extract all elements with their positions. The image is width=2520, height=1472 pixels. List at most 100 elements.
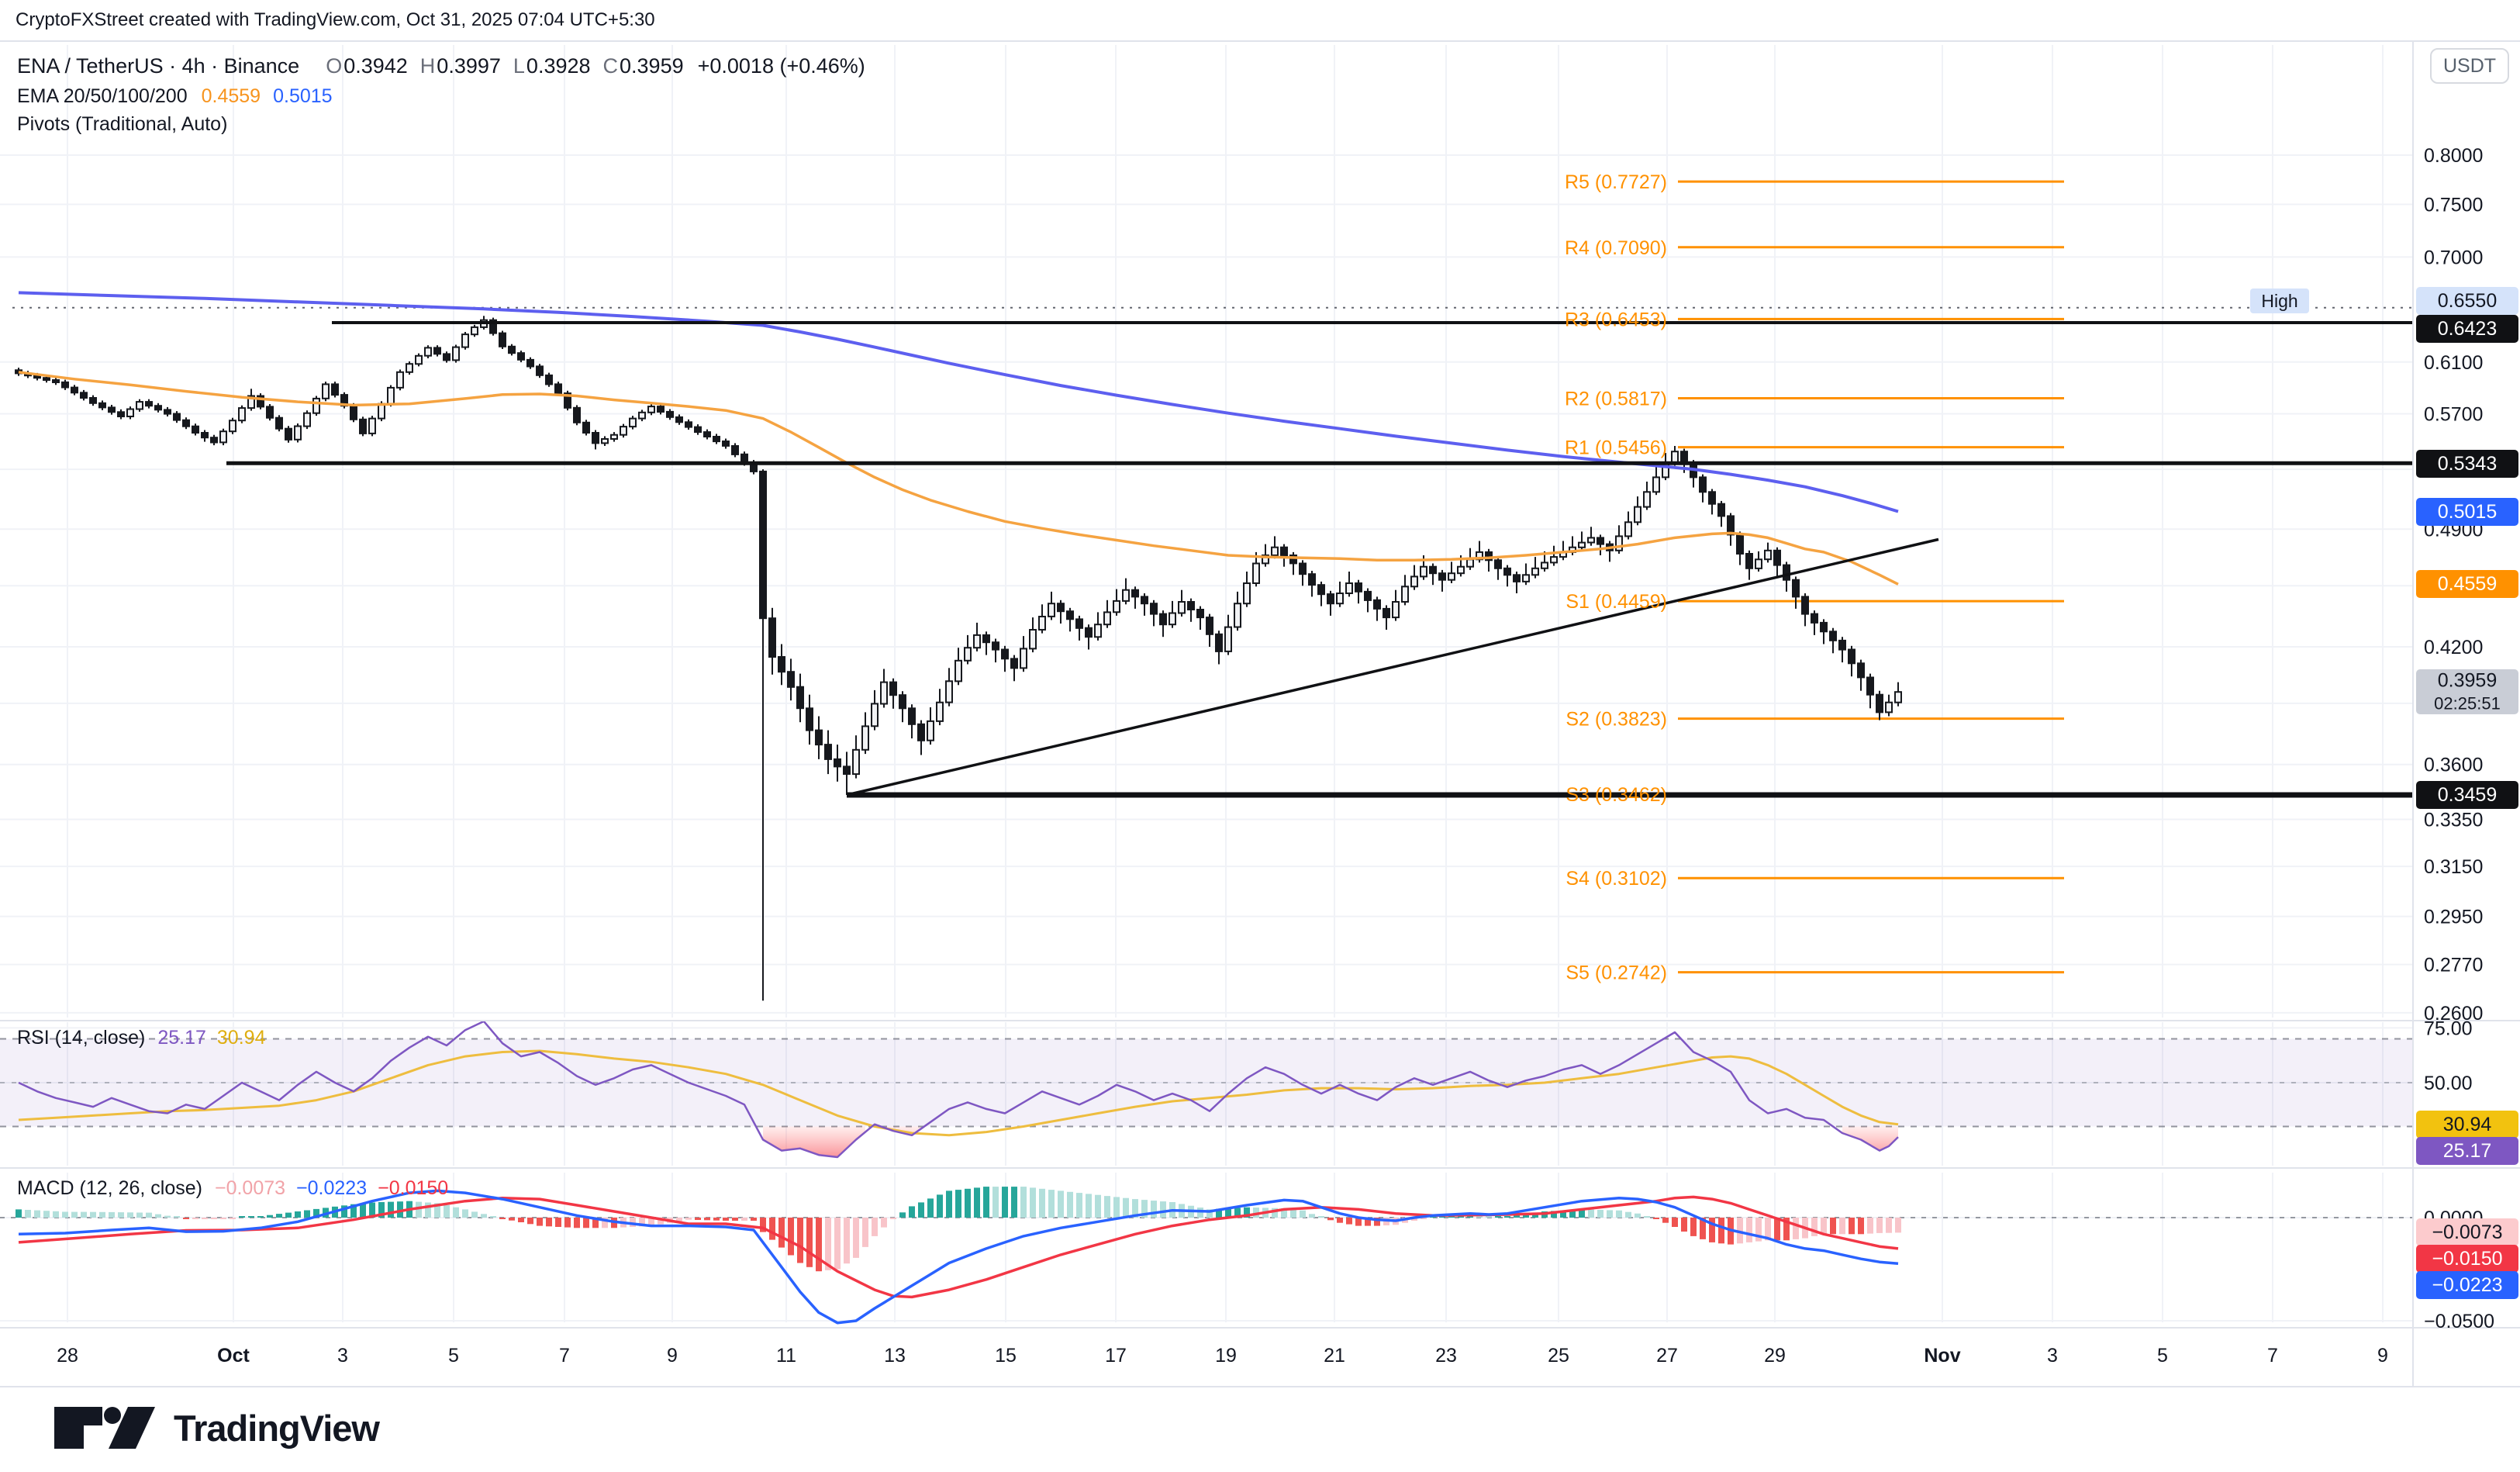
high-marker-label: High [2250, 289, 2309, 313]
rsi-tick-label: 75.00 [2424, 1018, 2473, 1039]
time-tick-label: 28 [57, 1345, 78, 1367]
time-tick-label: 25 [1548, 1345, 1569, 1367]
svg-text:−0.0073: −0.0073 [2432, 1221, 2502, 1243]
time-tick-label: Oct [217, 1345, 250, 1367]
svg-text:30.94: 30.94 [2443, 1114, 2492, 1135]
price-badge: 0.5343 [2416, 450, 2518, 478]
macd-legend[interactable]: MACD (12, 26, close) −0.0073 −0.0223 −0.015… [17, 1177, 448, 1200]
svg-text:0.5343: 0.5343 [2438, 453, 2497, 475]
time-tick-label: 11 [776, 1345, 796, 1367]
currency-button[interactable]: USDT [2430, 48, 2509, 84]
candles-layer [15, 316, 1902, 1001]
pivot-label: R1 (0.5456) [1565, 437, 1667, 459]
time-tick-label: 19 [1215, 1345, 1237, 1367]
time-tick-label: 3 [337, 1345, 348, 1367]
time-tick-label: 3 [2047, 1345, 2058, 1367]
svg-text:0.6550: 0.6550 [2438, 290, 2497, 312]
macd-hist-value: −0.0073 [214, 1177, 286, 1199]
pivots-legend[interactable]: Pivots (Traditional, Auto) [17, 113, 227, 136]
svg-text:0.4559: 0.4559 [2438, 573, 2497, 595]
pivot-lines [1678, 180, 2064, 974]
price-axis[interactable]: 0.80000.75000.70000.61000.57000.49000.42… [2416, 145, 2518, 1332]
time-tick-label: 5 [448, 1345, 459, 1367]
tradingview-brand-text: TradingView [174, 1407, 380, 1449]
time-tick-label: 27 [1656, 1345, 1678, 1367]
symbol-legend[interactable]: ENA / TetherUS · 4h · Binance O0.3942 H0.3… [17, 54, 865, 78]
time-tick-label: 5 [2157, 1345, 2168, 1367]
time-tick-label: 29 [1764, 1345, 1786, 1367]
svg-text:−0.0223: −0.0223 [2432, 1274, 2502, 1296]
tradingview-logo[interactable]: TradingView [53, 1405, 380, 1450]
close-value: 0.3959 [620, 54, 684, 78]
pivot-label: S3 (0.3462) [1566, 784, 1667, 806]
rsi-legend[interactable]: RSI (14, close) 25.17 30.94 [17, 1027, 265, 1049]
rsi-legend-label: RSI (14, close) [17, 1027, 146, 1049]
high-value: 0.3997 [437, 54, 501, 78]
high-label: H [419, 54, 436, 78]
pivot-label: R2 (0.5817) [1565, 389, 1667, 410]
svg-text:0.6423: 0.6423 [2438, 318, 2497, 340]
time-tick-label: Nov [1924, 1345, 1960, 1367]
macd-main-line [18, 1189, 1899, 1325]
rsi-line [18, 1020, 1899, 1159]
main-pane: R5 (0.7727) R4 (0.7090) R3 (0.6453) R2 (0.5… [12, 171, 2413, 1001]
time-tick-label: 9 [2377, 1345, 2388, 1367]
time-tick-label: 9 [667, 1345, 678, 1367]
price-badge: 0.3459 [2416, 781, 2518, 809]
price-tick-label: 0.6100 [2424, 352, 2483, 374]
pivot-label: R3 (0.6453) [1565, 309, 1667, 330]
pivot-label: S1 (0.4459) [1566, 591, 1667, 613]
rsi-ma-line [18, 1049, 1899, 1137]
price-badge: 0.4559 [2416, 570, 2518, 598]
time-tick-label: 17 [1105, 1345, 1127, 1367]
svg-text:0.3959: 0.3959 [2438, 670, 2497, 692]
pivots-legend-label: Pivots (Traditional, Auto) [17, 113, 228, 135]
pivot-label: S4 (0.3102) [1566, 868, 1667, 890]
svg-text:0.3459: 0.3459 [2438, 784, 2497, 806]
ema100-line [18, 371, 1899, 586]
attribution-text: CryptoFXStreet created with TradingView.… [16, 9, 655, 30]
ema-legend[interactable]: EMA 20/50/100/200 0.4559 0.5015 [17, 85, 333, 108]
rsi-ma-value: 30.94 [216, 1027, 266, 1049]
price-tick-label: 0.3350 [2424, 810, 2483, 831]
price-badge: 0.6423 [2416, 315, 2518, 343]
symbol-title: ENA / TetherUS · 4h · Binance [17, 54, 300, 78]
macd-pane [0, 1187, 2413, 1325]
change-value: +0.0018 (+0.46%) [697, 54, 865, 78]
macd-tick-label: −0.0500 [2424, 1311, 2494, 1332]
pivot-label: S2 (0.3823) [1566, 709, 1667, 731]
macd-legend-label: MACD (12, 26, close) [17, 1177, 202, 1199]
macd-badge: −0.0150 [2416, 1245, 2518, 1273]
ema200-value: 0.5015 [273, 85, 333, 107]
svg-text:−0.0150: −0.0150 [2432, 1248, 2502, 1270]
grid-lines [0, 45, 2413, 1322]
rsi-tick-label: 50.00 [2424, 1073, 2473, 1094]
ema-legend-label: EMA 20/50/100/200 [17, 85, 188, 107]
price-tick-label: 0.7500 [2424, 195, 2483, 216]
price-tick-label: 0.2950 [2424, 907, 2483, 928]
rsi-value: 25.17 [157, 1027, 206, 1049]
rsi-badge: 25.17 [2416, 1137, 2518, 1165]
price-tick-label: 0.5700 [2424, 404, 2483, 426]
price-tick-label: 0.3150 [2424, 856, 2483, 878]
time-tick-label: 7 [2267, 1345, 2278, 1367]
time-tick-label: 15 [995, 1345, 1017, 1367]
pivot-label: R5 (0.7727) [1565, 171, 1667, 193]
rsi-pane [0, 1020, 2413, 1159]
low-value: 0.3928 [526, 54, 591, 78]
price-tick-label: 0.2770 [2424, 955, 2483, 976]
trendline-drawing [846, 537, 1939, 796]
ema100-value: 0.4559 [201, 85, 261, 107]
price-tick-label: 0.2600 [2424, 1003, 2483, 1025]
svg-text:0.5015: 0.5015 [2438, 501, 2497, 523]
rsi-badge: 30.94 [2416, 1111, 2518, 1139]
low-label: L [513, 54, 525, 78]
svg-text:25.17: 25.17 [2443, 1140, 2492, 1162]
macd-line-value: −0.0223 [296, 1177, 368, 1199]
time-axis[interactable]: 28 Oct 3 5 7 9 11 13 15 17 19 21 23 25 27 29 Nov 3 5 7 9 [57, 1345, 2388, 1367]
price-badge: 0.5015 [2416, 498, 2518, 526]
time-tick-label: 21 [1324, 1345, 1345, 1367]
